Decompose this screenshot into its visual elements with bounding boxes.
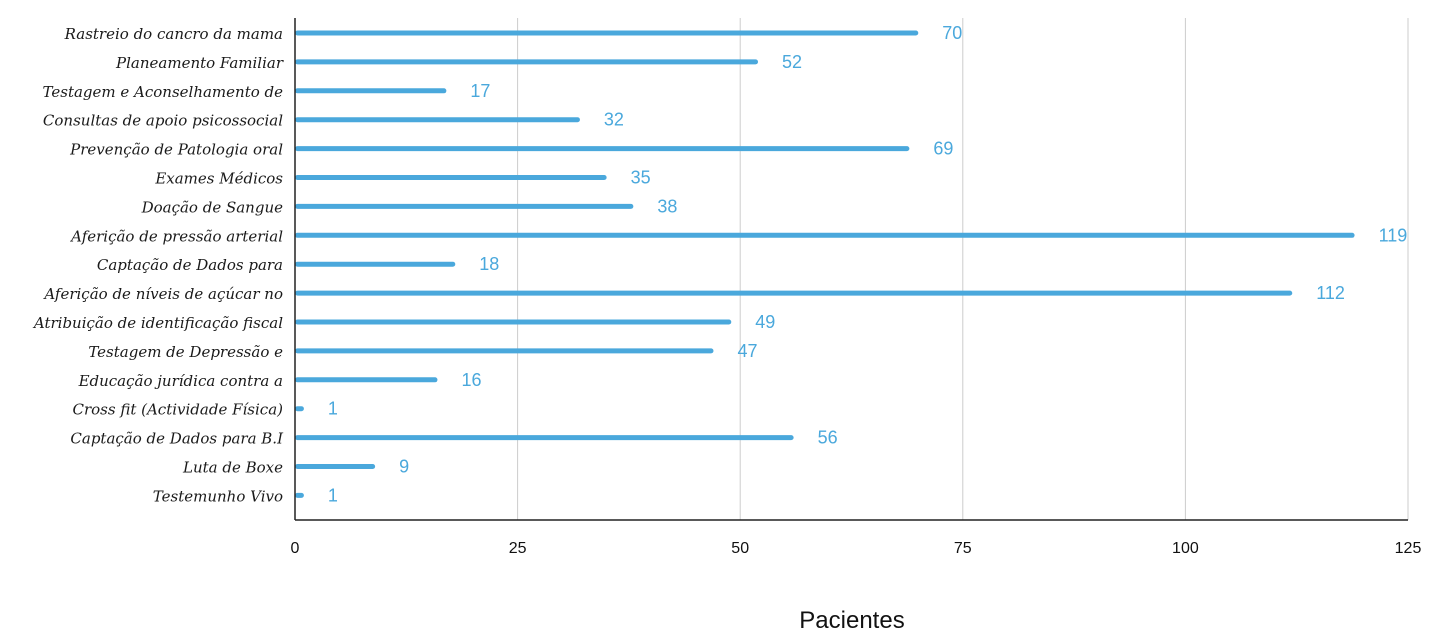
x-tick-label: 50 bbox=[731, 540, 749, 557]
bar-value-label: 35 bbox=[631, 168, 651, 188]
bar-value-label: 38 bbox=[657, 196, 677, 216]
category-label: Aferição de níveis de açúcar no bbox=[42, 285, 283, 303]
category-label: Planeamento Familiar bbox=[115, 54, 284, 72]
bar bbox=[295, 232, 1355, 238]
bar bbox=[295, 464, 376, 469]
x-tick-label: 100 bbox=[1172, 540, 1199, 557]
category-label: Educação jurídica contra a bbox=[78, 372, 283, 390]
bar bbox=[295, 492, 304, 498]
bar bbox=[295, 59, 759, 65]
bar bbox=[295, 290, 1293, 296]
bar-value-label: 9 bbox=[399, 457, 409, 477]
category-labels: Rastreio do cancro da mama Planeamento Fa… bbox=[32, 25, 284, 505]
bar-value-label: 112 bbox=[1316, 283, 1345, 303]
x-axis-title: Pacientes bbox=[799, 607, 904, 632]
bar-value-label: 1 bbox=[328, 485, 338, 505]
x-tick-labels: 0 25 50 75 100 125 bbox=[291, 540, 1422, 557]
bar bbox=[295, 319, 732, 325]
bar-value-label: 70 bbox=[942, 23, 962, 43]
x-tick-label: 25 bbox=[509, 540, 527, 557]
bar bbox=[295, 88, 447, 94]
category-label: Rastreio do cancro da mama bbox=[64, 25, 283, 43]
bar-value-label: 56 bbox=[818, 428, 838, 448]
category-label: Luta de Boxe bbox=[182, 459, 283, 477]
bar bbox=[295, 203, 634, 209]
category-label: Testemunho Vivo bbox=[153, 487, 283, 505]
category-label: Exames Médicos bbox=[154, 170, 283, 188]
bar-value-label: 52 bbox=[782, 52, 802, 72]
bar bbox=[295, 406, 304, 412]
bar bbox=[295, 30, 919, 36]
category-label: Testagem e Aconselhamento de bbox=[43, 83, 284, 101]
bar bbox=[295, 377, 438, 383]
x-tick-label: 75 bbox=[954, 540, 972, 557]
category-label: Cross fit (Actividade Física) bbox=[72, 401, 283, 419]
bar-value-label: 49 bbox=[755, 312, 775, 332]
bar-value-label: 119 bbox=[1379, 225, 1408, 245]
category-label: Captação de Dados para bbox=[97, 256, 283, 274]
category-label: Doação de Sangue bbox=[141, 198, 284, 216]
bar bbox=[295, 261, 456, 267]
category-label: Atribuição de identificação fiscal bbox=[32, 314, 283, 332]
category-label: Aferição de pressão arterial bbox=[69, 227, 283, 245]
x-tick-label: 125 bbox=[1395, 540, 1422, 557]
bar-value-label: 32 bbox=[604, 110, 624, 130]
value-labels: 70 52 17 32 69 35 38 119 18 112 49 47 16 1 56 9 1 bbox=[328, 23, 1407, 505]
bar-value-label: 16 bbox=[461, 370, 481, 390]
axes bbox=[294, 18, 1408, 521]
category-label: Captação de Dados para B.I bbox=[70, 430, 284, 448]
bar-value-label: 47 bbox=[737, 341, 757, 361]
bar-value-label: 18 bbox=[479, 254, 499, 274]
category-label: Testagem de Depressão e bbox=[88, 343, 283, 361]
category-label: Prevenção de Patologia oral bbox=[69, 141, 283, 159]
bar-value-label: 1 bbox=[328, 399, 338, 419]
gridlines bbox=[517, 18, 1409, 520]
bar bbox=[295, 117, 580, 123]
bar bbox=[295, 435, 794, 441]
category-label: Consultas de apoio psicossocial bbox=[43, 112, 283, 130]
x-tick-label: 0 bbox=[291, 540, 300, 557]
bar-value-label: 17 bbox=[470, 81, 490, 101]
bar-value-label: 69 bbox=[933, 139, 953, 159]
bar bbox=[295, 348, 714, 354]
bar bbox=[295, 175, 607, 180]
bar bbox=[295, 146, 910, 152]
bars bbox=[295, 30, 1355, 498]
